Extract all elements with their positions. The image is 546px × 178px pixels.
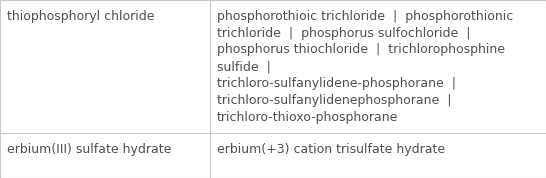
Text: erbium(+3) cation trisulfate hydrate: erbium(+3) cation trisulfate hydrate [217,143,445,156]
Text: thiophosphoryl chloride: thiophosphoryl chloride [7,10,154,23]
Text: phosphorothioic trichloride  |  phosphorothionic
trichloride  |  phosphorus sulf: phosphorothioic trichloride | phosphorot… [217,10,513,124]
Text: erbium(III) sulfate hydrate: erbium(III) sulfate hydrate [7,143,171,156]
